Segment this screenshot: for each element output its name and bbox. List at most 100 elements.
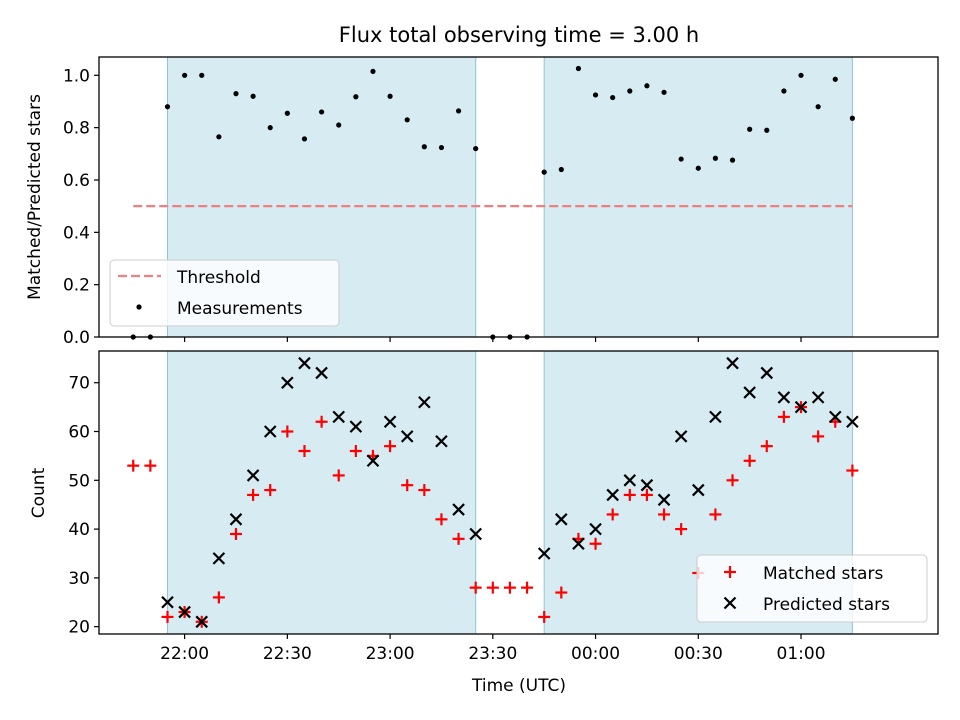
bottom-y-axis-ticks: 20 30 40 50 60 70 (68, 374, 99, 638)
measurement-point (250, 93, 256, 99)
predicted-star-point (263, 425, 277, 438)
predicted-star-point (726, 356, 739, 370)
predicted-star-point (674, 430, 688, 443)
matched-star-point (418, 484, 431, 497)
matched-star-point (144, 459, 157, 472)
predicted-star-point (692, 483, 705, 497)
top-shaded-interval (543, 56, 853, 338)
predicted-star-point (366, 454, 380, 468)
measurement-points (130, 65, 855, 340)
measurement-point (301, 136, 308, 142)
x-tick-label: 01:00 (777, 644, 826, 664)
predicted-star-point (606, 488, 619, 502)
bottom-legend-box (696, 554, 928, 623)
predicted-star-point (709, 410, 722, 424)
legend-predicted-label: Predicted stars (763, 595, 890, 615)
x-tick-label: 00:30 (674, 644, 723, 664)
matched-star-point (384, 440, 397, 453)
measurement-point (421, 144, 427, 150)
measurement-point (164, 104, 171, 110)
matched-star-point (229, 527, 242, 540)
measurement-point (182, 72, 188, 78)
predicted-star-point (811, 391, 825, 404)
top-y-tick-label: 0.2 (63, 276, 90, 296)
matched-star-point (658, 508, 671, 521)
top-y-tick-label: 1.0 (63, 66, 90, 86)
matched-star-point (212, 591, 225, 604)
legend-predicted-marker (723, 596, 737, 610)
matched-star-point (247, 488, 260, 501)
bottom-y-axis-label: Count (29, 467, 49, 518)
measurement-point (592, 92, 599, 98)
measurement-point (644, 83, 650, 89)
matched-star-point (469, 581, 482, 594)
measurement-point (473, 145, 479, 152)
top-y-tick-label: 0.4 (63, 223, 90, 243)
predicted-star-point (298, 356, 311, 370)
measurement-point (661, 89, 667, 95)
predicted-star-point (828, 410, 842, 424)
bottom-panel: 20 30 40 50 60 70 22:00 22:30 23:00 23:30 00:00 00… (29, 350, 939, 696)
matched-stars-points (127, 401, 859, 628)
legend-measurements-label: Measurements (177, 299, 303, 319)
predicted-star-point (418, 395, 431, 409)
predicted-star-point (195, 615, 209, 629)
predicted-star-point (178, 605, 191, 619)
measurement-point (747, 126, 753, 132)
x-tick-label: 23:00 (366, 644, 415, 664)
bottom-y-tick-label: 20 (68, 618, 90, 638)
bottom-legend: Matched stars Predicted stars (696, 554, 928, 623)
measurement-point (438, 144, 445, 151)
measurement-point (455, 108, 462, 114)
predicted-star-point (657, 493, 671, 507)
measurement-point (370, 68, 376, 74)
measurement-point (610, 94, 616, 101)
matched-star-point (606, 508, 619, 521)
predicted-star-point (229, 513, 243, 526)
measurement-point (233, 91, 239, 97)
matched-star-point (640, 488, 653, 501)
bottom-y-tick-label: 60 (68, 423, 90, 443)
measurement-point (627, 88, 633, 94)
matched-star-point (161, 610, 174, 623)
measurement-point (267, 125, 273, 131)
matched-star-point (281, 425, 294, 438)
predicted-star-point (349, 420, 363, 433)
matched-star-point (264, 484, 277, 497)
predicted-star-point (315, 366, 328, 380)
legend-measurements-swatch (136, 304, 142, 310)
measurement-point (849, 115, 855, 121)
matched-star-point (127, 459, 140, 472)
chart-title: Flux total observing time = 3.00 h (339, 23, 699, 47)
top-legend: Threshold Measurements (109, 259, 340, 327)
bottom-y-tick-label: 40 (68, 520, 90, 540)
predicted-star-point (846, 415, 859, 429)
predicted-star-point (743, 386, 756, 399)
top-y-axis-ticks: 0.0 0.2 0.4 0.6 0.8 1.0 (63, 66, 99, 348)
predicted-star-point (640, 478, 654, 492)
predicted-star-point (589, 522, 602, 536)
top-shaded-intervals (166, 56, 853, 338)
matched-star-point (349, 445, 362, 458)
measurement-point (216, 134, 222, 140)
matched-star-point (435, 513, 448, 526)
matched-star-point (521, 581, 534, 594)
legend-matched-marker (724, 566, 736, 578)
predicted-star-point (246, 469, 260, 482)
predicted-star-point (161, 596, 174, 609)
predicted-star-point (332, 410, 345, 424)
matched-star-point (675, 523, 688, 536)
predicted-star-point (794, 400, 808, 414)
matched-star-point (486, 581, 499, 594)
matched-star-point (315, 415, 328, 428)
matched-star-point (777, 410, 790, 423)
measurement-point (575, 65, 582, 72)
top-x-axis-ticks (184, 337, 802, 342)
predicted-stars-points (161, 356, 859, 629)
predicted-star-point (452, 503, 465, 516)
measurement-point (832, 76, 838, 82)
matched-star-point (623, 488, 636, 501)
matched-star-point (538, 610, 551, 623)
top-y-tick-label: 0.0 (63, 328, 90, 348)
